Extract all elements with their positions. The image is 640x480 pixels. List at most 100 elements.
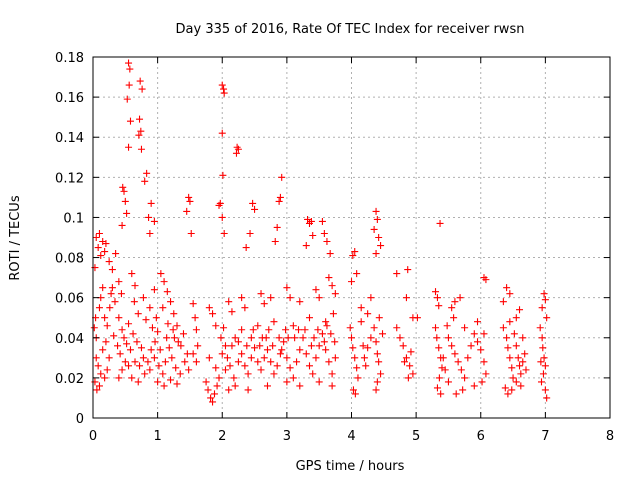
data-point: [508, 386, 516, 394]
data-point: [102, 338, 110, 346]
data-point: [519, 358, 527, 366]
data-point: [114, 342, 122, 350]
data-point: [120, 187, 128, 195]
data-point: [541, 362, 549, 370]
data-point: [101, 374, 109, 382]
data-point: [135, 131, 143, 139]
data-point: [101, 314, 109, 322]
data-point: [323, 322, 331, 330]
y-tick-label: 0.06: [55, 292, 84, 307]
data-point: [267, 294, 275, 302]
data-point: [202, 378, 210, 386]
data-point: [168, 354, 176, 362]
data-point: [448, 304, 456, 312]
data-point: [220, 89, 228, 97]
data-point: [400, 358, 408, 366]
data-point: [225, 386, 233, 394]
data-point: [396, 334, 404, 342]
data-point: [101, 248, 109, 256]
data-point: [457, 366, 465, 374]
data-point: [451, 298, 459, 306]
data-point: [139, 354, 147, 362]
x-tick-label: 3: [283, 429, 291, 444]
data-point: [296, 298, 304, 306]
data-point: [242, 244, 250, 252]
data-point: [125, 320, 133, 328]
data-point: [183, 350, 191, 358]
x-tick-label: 0: [89, 429, 97, 444]
data-point: [283, 284, 291, 292]
data-point: [234, 358, 242, 366]
data-point: [220, 85, 228, 93]
data-point: [474, 338, 482, 346]
data-point: [278, 173, 286, 181]
data-point: [304, 215, 312, 223]
y-tick-label: 0.18: [55, 51, 84, 66]
data-point: [157, 270, 165, 278]
data-point: [218, 81, 226, 89]
data-point: [295, 326, 303, 334]
data-point: [125, 143, 133, 151]
data-point: [247, 334, 255, 342]
data-point: [539, 370, 547, 378]
data-point: [402, 354, 410, 362]
data-point: [115, 278, 123, 286]
data-point: [331, 290, 339, 298]
data-point: [348, 278, 355, 286]
data-point: [353, 364, 361, 372]
data-point: [302, 242, 310, 250]
data-point: [377, 242, 385, 250]
data-point: [450, 314, 458, 322]
data-point: [276, 350, 284, 358]
data-point: [282, 326, 290, 334]
y-tick-label: 0.12: [55, 171, 84, 186]
data-point: [159, 370, 167, 378]
data-point: [141, 177, 149, 185]
data-point: [512, 314, 520, 322]
x-axis-label: GPS time / hours: [296, 459, 405, 474]
data-point: [372, 386, 380, 394]
data-point: [377, 370, 385, 378]
data-point: [364, 310, 372, 318]
data-point: [522, 366, 530, 374]
data-point: [209, 398, 217, 406]
data-point: [118, 326, 126, 334]
data-point: [207, 394, 215, 402]
data-point: [161, 358, 169, 366]
x-tick-label: 5: [412, 429, 420, 444]
data-point: [328, 282, 336, 290]
data-point: [348, 334, 355, 342]
data-point: [320, 338, 328, 346]
data-point: [223, 354, 231, 362]
data-point: [375, 234, 383, 241]
data-point: [247, 354, 255, 362]
data-point: [164, 320, 172, 328]
data-point: [280, 338, 288, 346]
data-point: [435, 302, 443, 310]
data-point: [346, 324, 354, 332]
data-point: [116, 350, 124, 358]
x-tick-label: 7: [541, 429, 549, 444]
data-point: [159, 304, 167, 312]
data-point: [218, 213, 226, 221]
data-point: [131, 282, 139, 290]
data-point: [309, 370, 317, 378]
data-point: [185, 193, 193, 201]
data-point: [260, 354, 268, 362]
data-point: [467, 342, 475, 350]
data-point: [123, 209, 131, 217]
data-point: [362, 362, 370, 370]
scatter-points: [90, 59, 551, 406]
data-point: [482, 276, 490, 284]
data-point: [433, 334, 441, 342]
data-point: [228, 342, 236, 350]
data-point: [364, 344, 372, 352]
data-point: [217, 334, 225, 342]
data-point: [150, 286, 158, 294]
data-point: [97, 370, 105, 378]
data-point: [243, 342, 251, 350]
data-point: [265, 326, 273, 334]
data-point: [123, 340, 131, 348]
data-point: [289, 374, 297, 382]
data-point: [105, 354, 113, 362]
